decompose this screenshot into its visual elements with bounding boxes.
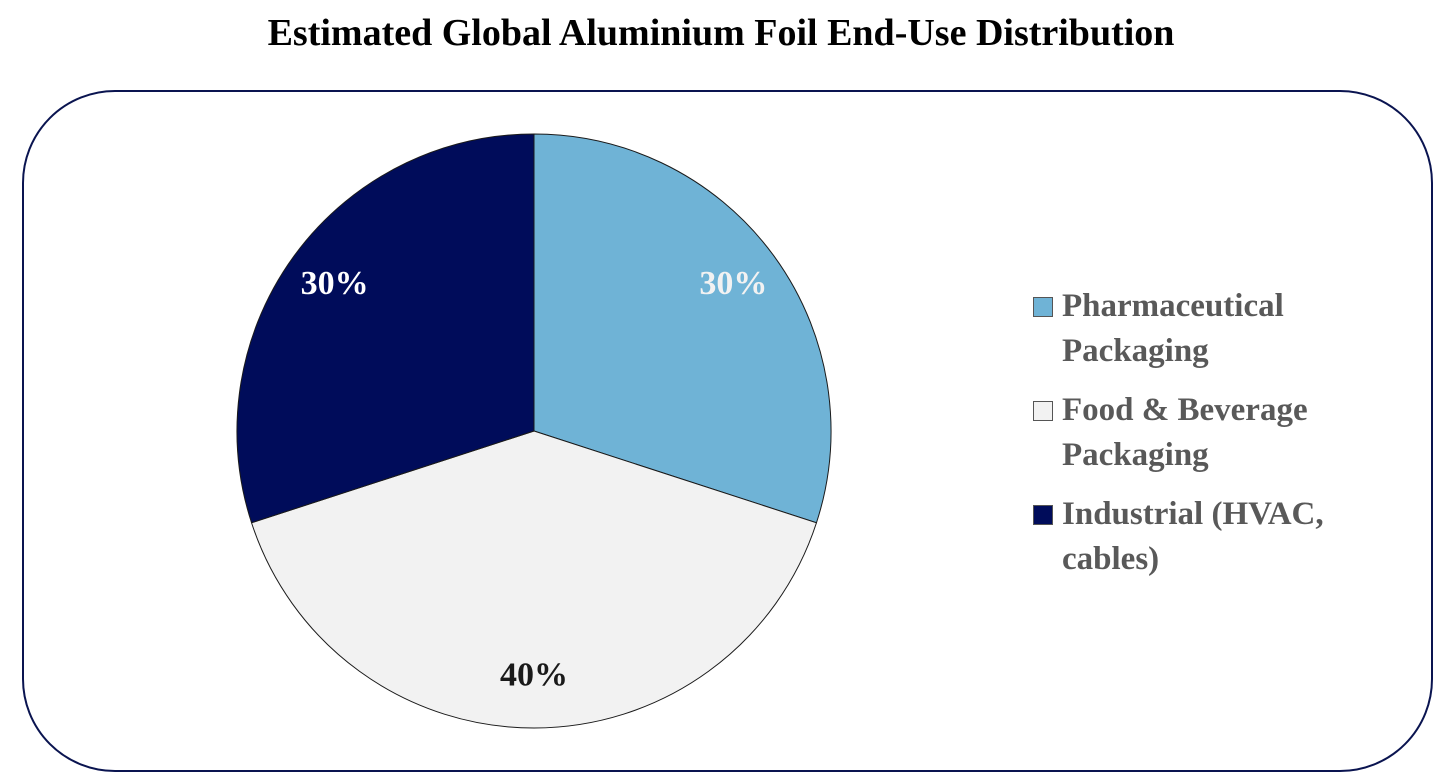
legend-label: Food & Beverage Packaging (1062, 392, 1308, 473)
chart-title: Estimated Global Aluminium Foil End-Use … (268, 12, 1175, 54)
slice-label: 30% (301, 265, 369, 302)
slice-label: 30% (699, 265, 767, 302)
legend-swatch (1033, 505, 1053, 525)
legend-label: Pharmaceutical Packaging (1062, 288, 1284, 369)
legend: Pharmaceutical Packaging Food & Beverage … (1033, 284, 1333, 596)
chart-frame (22, 90, 1433, 772)
pie-slice (236, 133, 535, 524)
pie: 30% 40% 30% (236, 133, 832, 729)
legend-swatch (1033, 401, 1053, 421)
legend-item: Industrial (HVAC, cables) (1033, 492, 1333, 582)
slice-label: 40% (500, 656, 568, 693)
legend-item: Pharmaceutical Packaging (1033, 284, 1333, 374)
legend-swatch (1033, 297, 1053, 317)
pie-slice (533, 133, 832, 524)
pie-slice (250, 430, 818, 729)
legend-label: Industrial (HVAC, cables) (1062, 496, 1324, 577)
legend-item: Food & Beverage Packaging (1033, 388, 1333, 478)
